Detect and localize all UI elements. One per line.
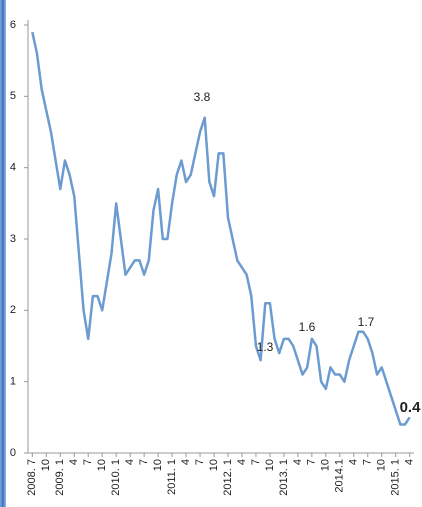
x-tick-label: 10 (376, 459, 388, 471)
x-tick-label: 4 (404, 459, 416, 465)
annotation: 1.7 (358, 315, 375, 329)
x-tick-label: 2015. 1 (390, 459, 402, 496)
x-tick-label: 7 (138, 459, 150, 465)
x-tick-label: 4 (236, 459, 248, 465)
y-tick-label: 6 (10, 19, 16, 31)
x-tick-label: 10 (96, 459, 108, 471)
x-tick-label: 7 (194, 459, 206, 465)
annotation: 1.3 (257, 340, 274, 354)
data-line (31, 31, 411, 426)
x-tick-label: 7 (82, 459, 94, 465)
x-tick-label: 2010. 1 (110, 459, 122, 496)
x-tick-label: 4 (292, 459, 304, 465)
window-edge (0, 0, 6, 507)
x-tick-label: 2012. 1 (222, 459, 234, 496)
x-tick-label: 4 (68, 459, 80, 465)
x-tick-label: 2011. 1 (166, 459, 178, 495)
x-tick-label: 7 (250, 459, 262, 465)
x-tick-label: 4 (180, 459, 192, 465)
y-tick-label: 2 (10, 304, 16, 316)
x-tick-label: 10 (208, 459, 220, 471)
x-tick-label: 7 (362, 459, 374, 465)
x-tick-label: 10 (320, 459, 332, 471)
x-tick-label: 2014.1 (334, 459, 346, 493)
x-tick-label: 10 (264, 459, 276, 471)
x-tick-label: 2009. 1 (54, 459, 66, 496)
y-tick-label: 0 (10, 447, 16, 459)
y-tick-label: 1 (10, 376, 16, 388)
annotation: 3.8 (194, 90, 211, 104)
x-tick-label: 2008. 7 (26, 459, 38, 496)
x-tick-label: 10 (40, 459, 52, 471)
y-tick-label: 3 (10, 233, 16, 245)
annotation: 1.6 (299, 320, 316, 334)
y-tick-label: 5 (10, 90, 16, 102)
x-tick-label: 7 (306, 459, 318, 465)
x-tick-label: 4 (124, 459, 136, 465)
x-tick-label: 4 (348, 459, 360, 465)
x-tick-label: 10 (152, 459, 164, 471)
annotation: 0.4 (400, 399, 422, 416)
y-tick-label: 4 (10, 162, 16, 174)
x-tick-label: 2013. 1 (278, 459, 290, 496)
